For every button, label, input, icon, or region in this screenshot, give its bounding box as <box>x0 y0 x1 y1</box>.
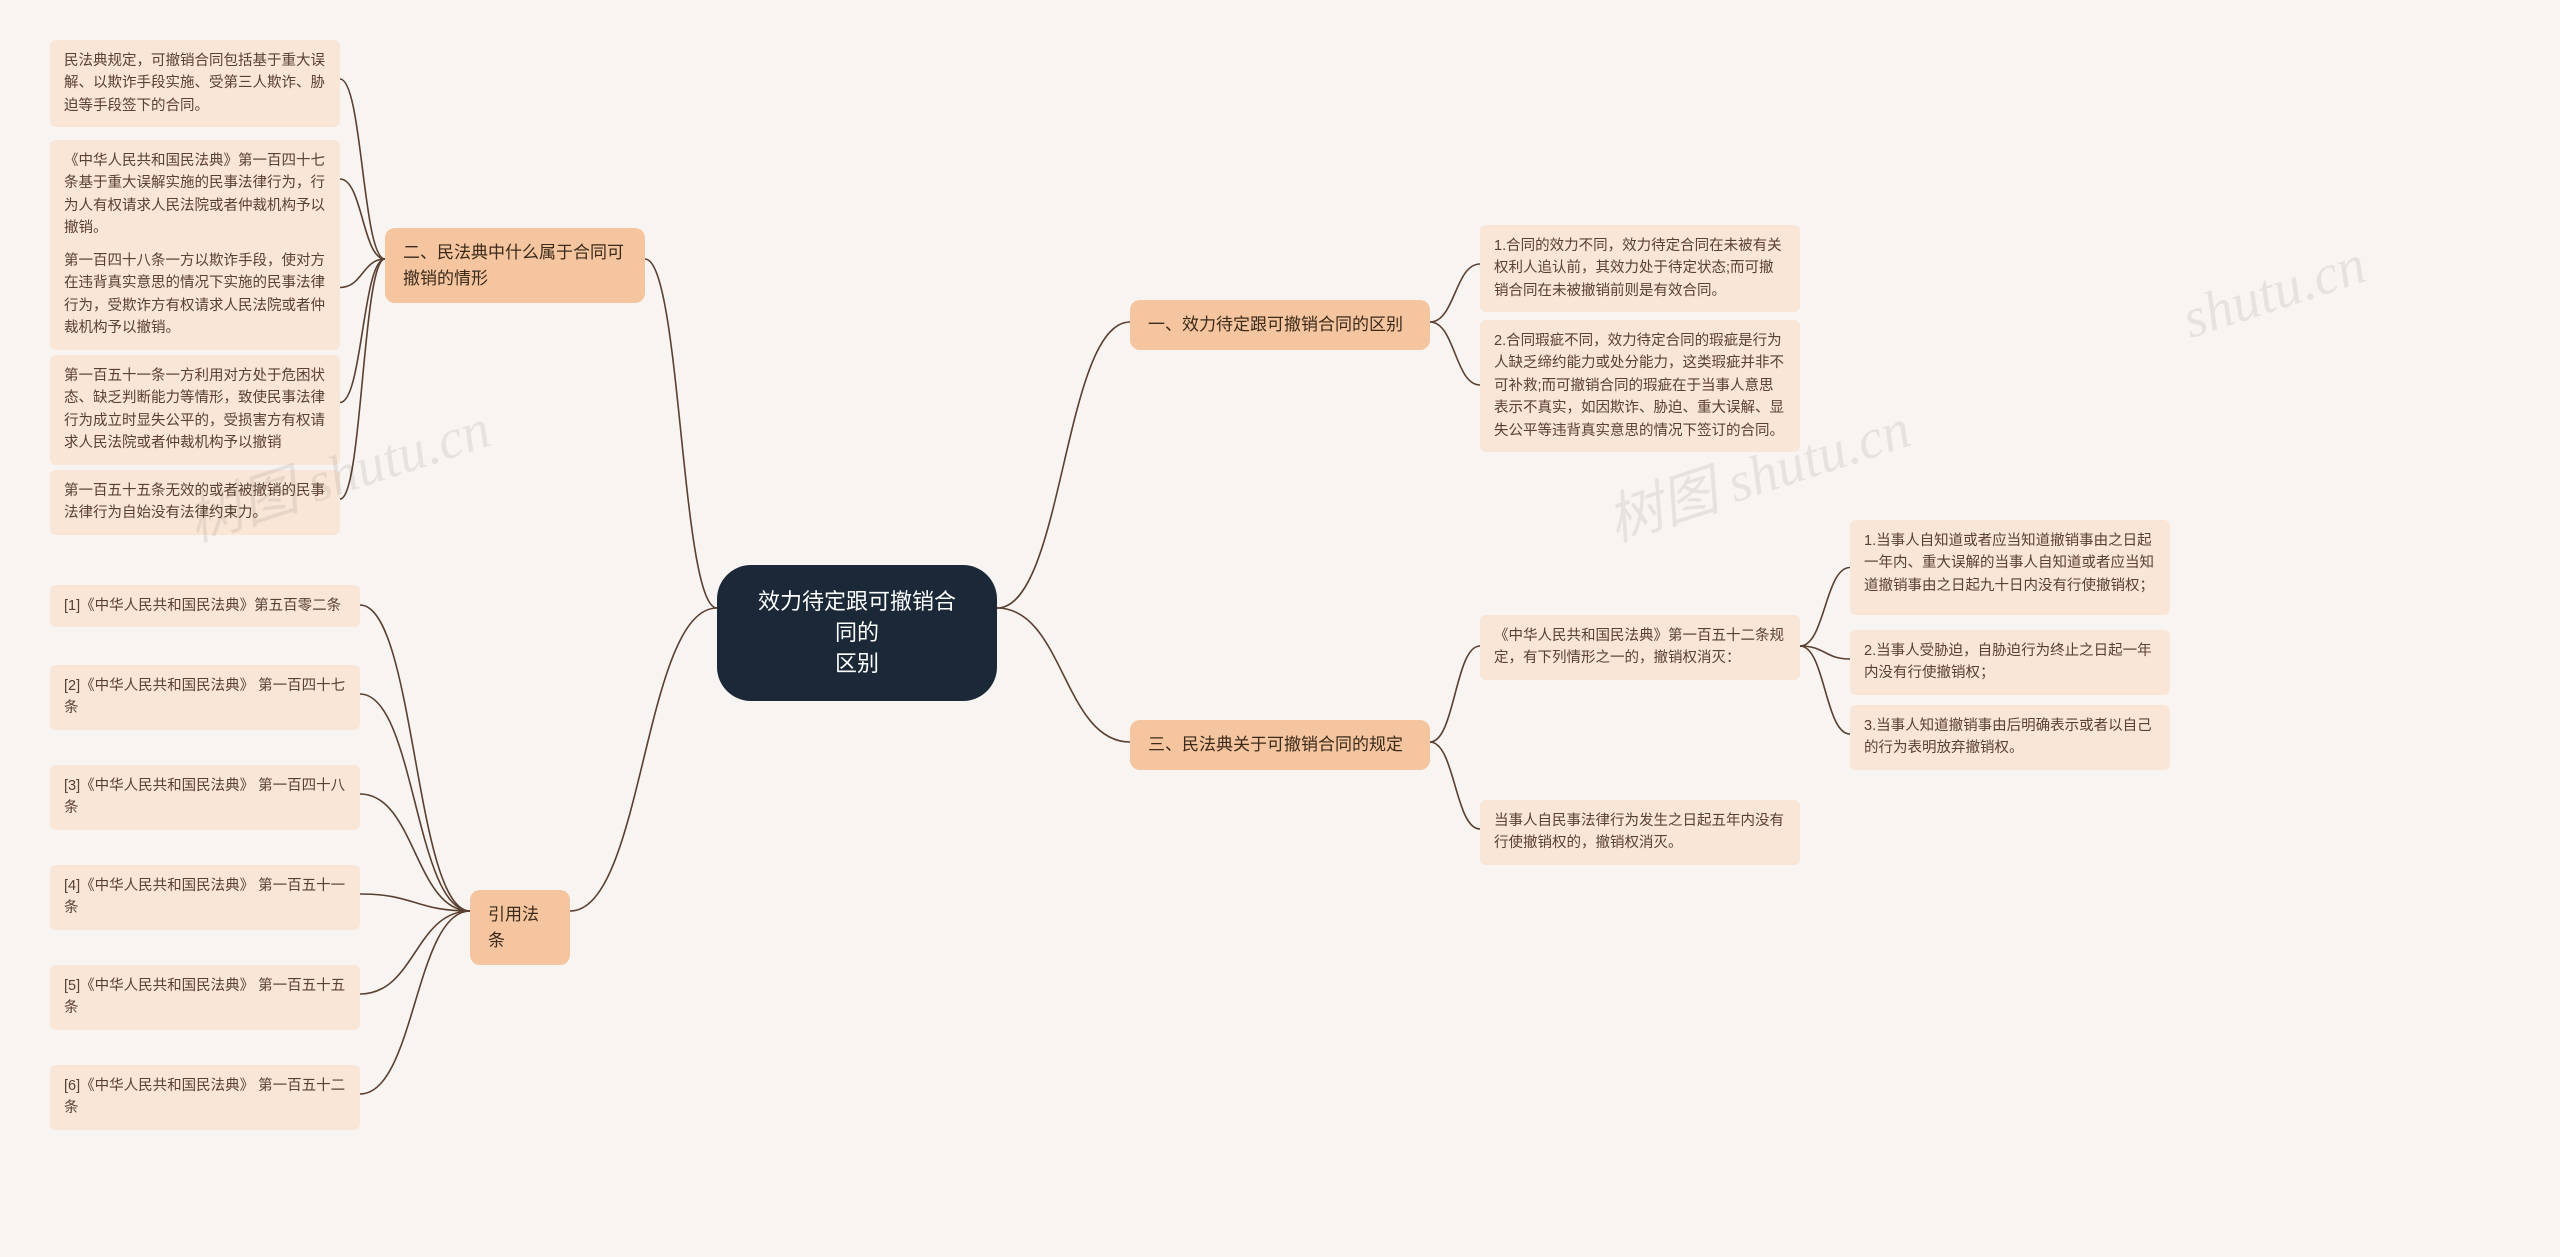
leaf-node: 《中华人民共和国民法典》第一百四十七条基于重大误解实施的民事法律行为，行为人有权… <box>50 140 340 250</box>
edge <box>360 605 470 911</box>
leaf-node-label: [6]《中华人民共和国民法典》 第一百五十二条 <box>64 1078 345 1116</box>
edge <box>1430 264 1480 322</box>
edge <box>360 911 470 994</box>
leaf-node: 第一百五十一条一方利用对方处于危困状态、缺乏判断能力等情形，致使民事法律行为成立… <box>50 355 340 465</box>
leaf-node-label: [5]《中华人民共和国民法典》 第一百五十五条 <box>64 978 345 1016</box>
leaf-node-label: 第一百五十一条一方利用对方处于危困状态、缺乏判断能力等情形，致使民事法律行为成立… <box>64 368 325 451</box>
leaf-node-label: 《中华人民共和国民法典》第一百五十二条规定，有下列情形之一的，撤销权消灭： <box>1494 628 1784 666</box>
leaf-node: 民法典规定，可撤销合同包括基于重大误解、以欺诈手段实施、受第三人欺诈、胁迫等手段… <box>50 40 340 127</box>
leaf-node: 3.当事人知道撤销事由后明确表示或者以自己的行为表明放弃撤销权。 <box>1850 705 2170 770</box>
leaf-node: 《中华人民共和国民法典》第一百五十二条规定，有下列情形之一的，撤销权消灭： <box>1480 615 1800 680</box>
leaf-node-label: [3]《中华人民共和国民法典》 第一百四十八条 <box>64 778 345 816</box>
edge <box>1800 646 1850 659</box>
leaf-node: 1.当事人自知道或者应当知道撤销事由之日起一年内、重大误解的当事人自知道或者应当… <box>1850 520 2170 615</box>
edge <box>1800 568 1850 647</box>
leaf-node-label: 3.当事人知道撤销事由后明确表示或者以自己的行为表明放弃撤销权。 <box>1864 718 2152 756</box>
leaf-node: 第一百四十八条一方以欺诈手段，使对方在违背真实意思的情况下实施的民事法律行为，受… <box>50 240 340 350</box>
edge <box>360 911 470 1094</box>
root-node-label: 效力待定跟可撤销合同的 区别 <box>758 589 956 676</box>
leaf-node: 1.合同的效力不同，效力待定合同在未被有关权利人追认前，其效力处于待定状态;而可… <box>1480 225 1800 312</box>
edge <box>340 259 385 288</box>
branch-node: 一、效力待定跟可撤销合同的区别 <box>1130 300 1430 350</box>
edge <box>340 79 385 259</box>
edge <box>1430 322 1480 385</box>
leaf-node-label: 《中华人民共和国民法典》第一百四十七条基于重大误解实施的民事法律行为，行为人有权… <box>64 153 325 236</box>
edge <box>997 322 1130 608</box>
branch-node-label: 引用法条 <box>488 905 539 950</box>
edge <box>1430 646 1480 742</box>
edge <box>645 259 717 608</box>
branch-node: 三、民法典关于可撤销合同的规定 <box>1130 720 1430 770</box>
leaf-node-label: [2]《中华人民共和国民法典》 第一百四十七条 <box>64 678 345 716</box>
edge <box>570 608 717 911</box>
edge-layer <box>0 0 2560 1257</box>
leaf-node: [1]《中华人民共和国民法典》第五百零二条 <box>50 585 360 627</box>
branch-node-label: 三、民法典关于可撤销合同的规定 <box>1148 735 1403 754</box>
branch-node: 引用法条 <box>470 890 570 965</box>
leaf-node-label: 1.当事人自知道或者应当知道撤销事由之日起一年内、重大误解的当事人自知道或者应当… <box>1864 533 2154 594</box>
watermark: shutu.cn <box>2175 232 2374 351</box>
edge <box>340 179 385 259</box>
edge <box>1800 646 1850 734</box>
edge <box>360 894 470 911</box>
leaf-node-label: 民法典规定，可撤销合同包括基于重大误解、以欺诈手段实施、受第三人欺诈、胁迫等手段… <box>64 53 325 114</box>
leaf-node: [6]《中华人民共和国民法典》 第一百五十二条 <box>50 1065 360 1130</box>
branch-node-label: 一、效力待定跟可撤销合同的区别 <box>1148 315 1403 334</box>
edge <box>997 608 1130 742</box>
leaf-node-label: [4]《中华人民共和国民法典》 第一百五十一条 <box>64 878 345 916</box>
leaf-node: [3]《中华人民共和国民法典》 第一百四十八条 <box>50 765 360 830</box>
leaf-node: 2.合同瑕疵不同，效力待定合同的瑕疵是行为人缺乏缔约能力或处分能力，这类瑕疵并非… <box>1480 320 1800 452</box>
leaf-node: [4]《中华人民共和国民法典》 第一百五十一条 <box>50 865 360 930</box>
leaf-node-label: 当事人自民事法律行为发生之日起五年内没有行使撤销权的，撤销权消灭。 <box>1494 813 1784 851</box>
edge <box>1430 742 1480 829</box>
leaf-node-label: 2.合同瑕疵不同，效力待定合同的瑕疵是行为人缺乏缔约能力或处分能力，这类瑕疵并非… <box>1494 333 1784 439</box>
branch-node-label: 二、民法典中什么属于合同可撤销的情形 <box>403 243 624 288</box>
leaf-node: [2]《中华人民共和国民法典》 第一百四十七条 <box>50 665 360 730</box>
root-node: 效力待定跟可撤销合同的 区别 <box>717 565 997 701</box>
edge <box>340 259 385 499</box>
leaf-node-label: 1.合同的效力不同，效力待定合同在未被有关权利人追认前，其效力处于待定状态;而可… <box>1494 238 1782 299</box>
edge <box>340 259 385 403</box>
leaf-node-label: 2.当事人受胁迫，自胁迫行为终止之日起一年内没有行使撤销权； <box>1864 643 2152 681</box>
leaf-node: 2.当事人受胁迫，自胁迫行为终止之日起一年内没有行使撤销权； <box>1850 630 2170 695</box>
branch-node: 二、民法典中什么属于合同可撤销的情形 <box>385 228 645 303</box>
leaf-node: 第一百五十五条无效的或者被撤销的民事法律行为自始没有法律约束力。 <box>50 470 340 535</box>
leaf-node: 当事人自民事法律行为发生之日起五年内没有行使撤销权的，撤销权消灭。 <box>1480 800 1800 865</box>
leaf-node-label: 第一百五十五条无效的或者被撤销的民事法律行为自始没有法律约束力。 <box>64 483 325 521</box>
leaf-node-label: [1]《中华人民共和国民法典》第五百零二条 <box>64 598 341 614</box>
edge <box>360 694 470 911</box>
edge <box>360 794 470 911</box>
leaf-node-label: 第一百四十八条一方以欺诈手段，使对方在违背真实意思的情况下实施的民事法律行为，受… <box>64 253 325 336</box>
leaf-node: [5]《中华人民共和国民法典》 第一百五十五条 <box>50 965 360 1030</box>
